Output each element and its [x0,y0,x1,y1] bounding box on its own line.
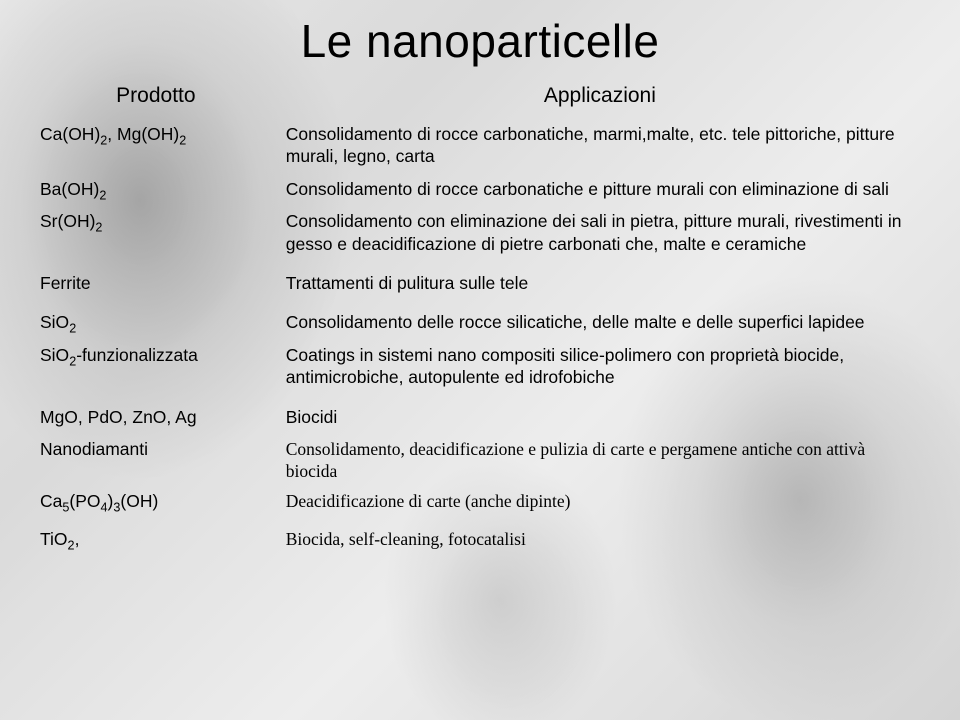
application-cell: Biocidi [276,394,924,433]
table-row: TiO2,Biocida, self-cleaning, fotocatalis… [36,514,924,555]
application-cell: Trattamenti di pulitura sulle tele [276,260,924,299]
application-cell: Consolidamento delle rocce silicatiche, … [276,299,924,338]
product-cell: Nanodiamanti [36,433,276,488]
product-cell: Ca5(PO4)3(OH) [36,488,276,514]
table-row: NanodiamantiConsolidamento, deacidificaz… [36,433,924,488]
header-product: Prodotto [36,78,276,118]
table-row: FerriteTrattamenti di pulitura sulle tel… [36,260,924,299]
table-row: Ca(OH)2, Mg(OH)2Consolidamento di rocce … [36,118,924,173]
product-cell: SiO2 [36,299,276,338]
table-row: SiO2-funzionalizzataCoatings in sistemi … [36,339,924,394]
product-cell: Ca(OH)2, Mg(OH)2 [36,118,276,173]
application-cell: Consolidamento con eliminazione dei sali… [276,205,924,260]
header-application: Applicazioni [276,78,924,118]
table-row: Ba(OH)2Consolidamento di rocce carbonati… [36,173,924,205]
product-cell: MgO, PdO, ZnO, Ag [36,394,276,433]
product-cell: Ba(OH)2 [36,173,276,205]
table-row: Sr(OH)2Consolidamento con eliminazione d… [36,205,924,260]
application-cell: Deacidificazione di carte (anche dipinte… [276,488,924,514]
page-title: Le nanoparticelle [36,14,924,68]
product-cell: Ferrite [36,260,276,299]
application-cell: Biocida, self-cleaning, fotocatalisi [276,514,924,555]
table-row: Ca5(PO4)3(OH)Deacidificazione di carte (… [36,488,924,514]
products-table: Prodotto Applicazioni Ca(OH)2, Mg(OH)2Co… [36,78,924,555]
table-header-row: Prodotto Applicazioni [36,78,924,118]
application-cell: Consolidamento di rocce carbonatiche, ma… [276,118,924,173]
product-cell: SiO2-funzionalizzata [36,339,276,394]
application-cell: Consolidamento, deacidificazione e puliz… [276,433,924,488]
application-cell: Coatings in sistemi nano compositi silic… [276,339,924,394]
table-row: MgO, PdO, ZnO, AgBiocidi [36,394,924,433]
application-cell: Consolidamento di rocce carbonatiche e p… [276,173,924,205]
slide: Le nanoparticelle Prodotto Applicazioni … [0,0,960,720]
table-row: SiO2Consolidamento delle rocce silicatic… [36,299,924,338]
product-cell: TiO2, [36,514,276,555]
product-cell: Sr(OH)2 [36,205,276,260]
